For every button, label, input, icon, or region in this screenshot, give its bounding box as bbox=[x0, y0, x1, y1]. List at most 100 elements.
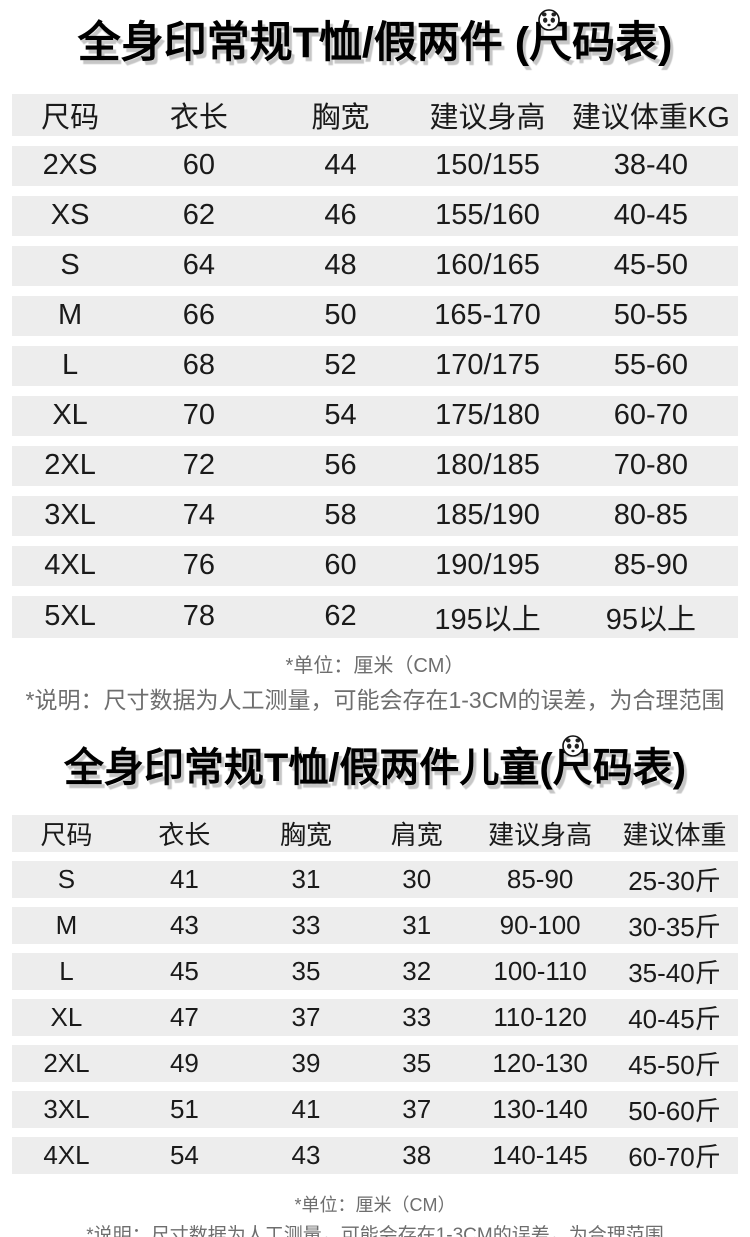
table-cell: 170/175 bbox=[411, 345, 564, 386]
table-cell: 35-40斤 bbox=[610, 952, 738, 990]
table-cell: 3XL bbox=[12, 1090, 121, 1128]
table-row: XL 47 37 33 110-120 40-45斤 bbox=[12, 998, 738, 1036]
table-row: 4XL 54 43 38 140-145 60-70斤 bbox=[12, 1136, 738, 1174]
table-row: 5XL 78 62 195以上 95以上 bbox=[12, 595, 738, 638]
table-cell: 72 bbox=[128, 445, 270, 486]
table-cell: 2XL bbox=[12, 445, 129, 486]
table-cell: 41 bbox=[247, 1090, 365, 1128]
column-header: 尺码 bbox=[12, 814, 121, 852]
table-row: XS 62 46 155/160 40-45 bbox=[12, 195, 738, 236]
table-cell: 32 bbox=[364, 952, 470, 990]
table-cell: 60-70 bbox=[563, 395, 738, 436]
table-cell: 50-60斤 bbox=[610, 1090, 738, 1128]
column-header: 胸宽 bbox=[247, 814, 365, 852]
table-cell: 33 bbox=[247, 906, 365, 944]
table-cell: 45-50斤 bbox=[610, 1044, 738, 1082]
table-cell: 31 bbox=[247, 860, 365, 898]
table-cell: 60 bbox=[128, 145, 270, 186]
table-row: 2XS 60 44 150/155 38-40 bbox=[12, 145, 738, 186]
adult-title-text-before: 全身印常规T恤/假两件 ( bbox=[77, 19, 530, 67]
table-cell: 38-40 bbox=[563, 145, 738, 186]
table-cell: XL bbox=[12, 395, 129, 436]
table-cell: 100-110 bbox=[469, 952, 611, 990]
table-cell: M bbox=[12, 906, 121, 944]
header-row: 尺码 衣长 胸宽 肩宽 建议身高 建议体重 bbox=[12, 814, 738, 852]
table-row: 2XL 72 56 180/185 70-80 bbox=[12, 445, 738, 486]
table-cell: 33 bbox=[364, 998, 470, 1036]
table-cell: 60 bbox=[269, 545, 412, 586]
adult-unit-note: *单位：厘米（CM） bbox=[285, 654, 465, 677]
table-cell: 25-30斤 bbox=[610, 860, 738, 898]
table-cell: 180/185 bbox=[411, 445, 564, 486]
table-cell: 80-85 bbox=[563, 495, 738, 536]
column-header: 建议体重 bbox=[610, 814, 738, 852]
table-cell: 44 bbox=[269, 145, 412, 186]
table-row: 2XL 49 39 35 120-130 45-50斤 bbox=[12, 1044, 738, 1082]
table-cell: 3XL bbox=[12, 495, 129, 536]
table-cell: 46 bbox=[269, 195, 412, 236]
column-header: 衣长 bbox=[120, 814, 248, 852]
table-cell: 185/190 bbox=[411, 495, 564, 536]
table-cell: 64 bbox=[128, 245, 270, 286]
kids-title-text-after: 尺码表) bbox=[552, 745, 687, 790]
table-cell: 45 bbox=[120, 952, 248, 990]
table-cell: 175/180 bbox=[411, 395, 564, 436]
table-cell: 195以上 bbox=[411, 595, 564, 638]
table-cell: 4XL bbox=[12, 545, 129, 586]
column-header: 尺码 bbox=[12, 93, 129, 136]
table-cell: 37 bbox=[364, 1090, 470, 1128]
table-cell: 62 bbox=[269, 595, 412, 638]
table-cell: 47 bbox=[120, 998, 248, 1036]
table-row: S 64 48 160/165 45-50 bbox=[12, 245, 738, 286]
table-cell: 5XL bbox=[12, 595, 129, 638]
kids-measurement-note: *说明：尺寸数据为人工测量，可能会存在1-3CM的误差，为合理范围 bbox=[86, 1225, 664, 1237]
column-header: 建议身高 bbox=[469, 814, 611, 852]
table-cell: 41 bbox=[120, 860, 248, 898]
table-cell: 54 bbox=[269, 395, 412, 436]
table-row: M 43 33 31 90-100 30-35斤 bbox=[12, 906, 738, 944]
table-row: L 68 52 170/175 55-60 bbox=[12, 345, 738, 386]
table-cell: S bbox=[12, 860, 121, 898]
table-cell: 43 bbox=[247, 1136, 365, 1174]
table-cell: 31 bbox=[364, 906, 470, 944]
table-cell: M bbox=[12, 295, 129, 336]
table-cell: 70 bbox=[128, 395, 270, 436]
table-cell: 40-45 bbox=[563, 195, 738, 236]
table-cell: 52 bbox=[269, 345, 412, 386]
table-cell: 140-145 bbox=[469, 1136, 611, 1174]
table-cell: 62 bbox=[128, 195, 270, 236]
table-cell: 4XL bbox=[12, 1136, 121, 1174]
header-row: 尺码 衣长 胸宽 建议身高 建议体重KG bbox=[12, 93, 738, 136]
column-header: 衣长 bbox=[128, 93, 270, 136]
table-row: S 41 31 30 85-90 25-30斤 bbox=[12, 860, 738, 898]
table-cell: XL bbox=[12, 998, 121, 1036]
table-cell: 2XL bbox=[12, 1044, 121, 1082]
table-cell: 38 bbox=[364, 1136, 470, 1174]
table-cell: 30-35斤 bbox=[610, 906, 738, 944]
table-cell: S bbox=[12, 245, 129, 286]
table-cell: 2XS bbox=[12, 145, 129, 186]
kids-title-text-before: 全身印常规T恤/假两件儿童( bbox=[63, 745, 553, 790]
table-cell: 85-90 bbox=[469, 860, 611, 898]
table-cell: 60-70斤 bbox=[610, 1136, 738, 1174]
table-cell: 165-170 bbox=[411, 295, 564, 336]
table-cell: 48 bbox=[269, 245, 412, 286]
table-cell: 85-90 bbox=[563, 545, 738, 586]
table-cell: 39 bbox=[247, 1044, 365, 1082]
table-row: 4XL 76 60 190/195 85-90 bbox=[12, 545, 738, 586]
table-row: XL 70 54 175/180 60-70 bbox=[12, 395, 738, 436]
table-cell: 30 bbox=[364, 860, 470, 898]
column-header: 建议体重KG bbox=[563, 93, 738, 136]
table-cell: 110-120 bbox=[469, 998, 611, 1036]
adult-size-table: 尺码 衣长 胸宽 建议身高 建议体重KG 2XS 60 44 150/155 38-40 XS 62 4… bbox=[12, 84, 738, 648]
table-cell: 50-55 bbox=[563, 295, 738, 336]
table-cell: 45-50 bbox=[563, 245, 738, 286]
table-cell: 150/155 bbox=[411, 145, 564, 186]
kids-unit-note: *单位：厘米（CM） bbox=[294, 1194, 456, 1215]
table-row: 3XL 74 58 185/190 80-85 bbox=[12, 495, 738, 536]
table-row: M 66 50 165-170 50-55 bbox=[12, 295, 738, 336]
table-cell: 55-60 bbox=[563, 345, 738, 386]
table-row: L 45 35 32 100-110 35-40斤 bbox=[12, 952, 738, 990]
table-cell: 90-100 bbox=[469, 906, 611, 944]
